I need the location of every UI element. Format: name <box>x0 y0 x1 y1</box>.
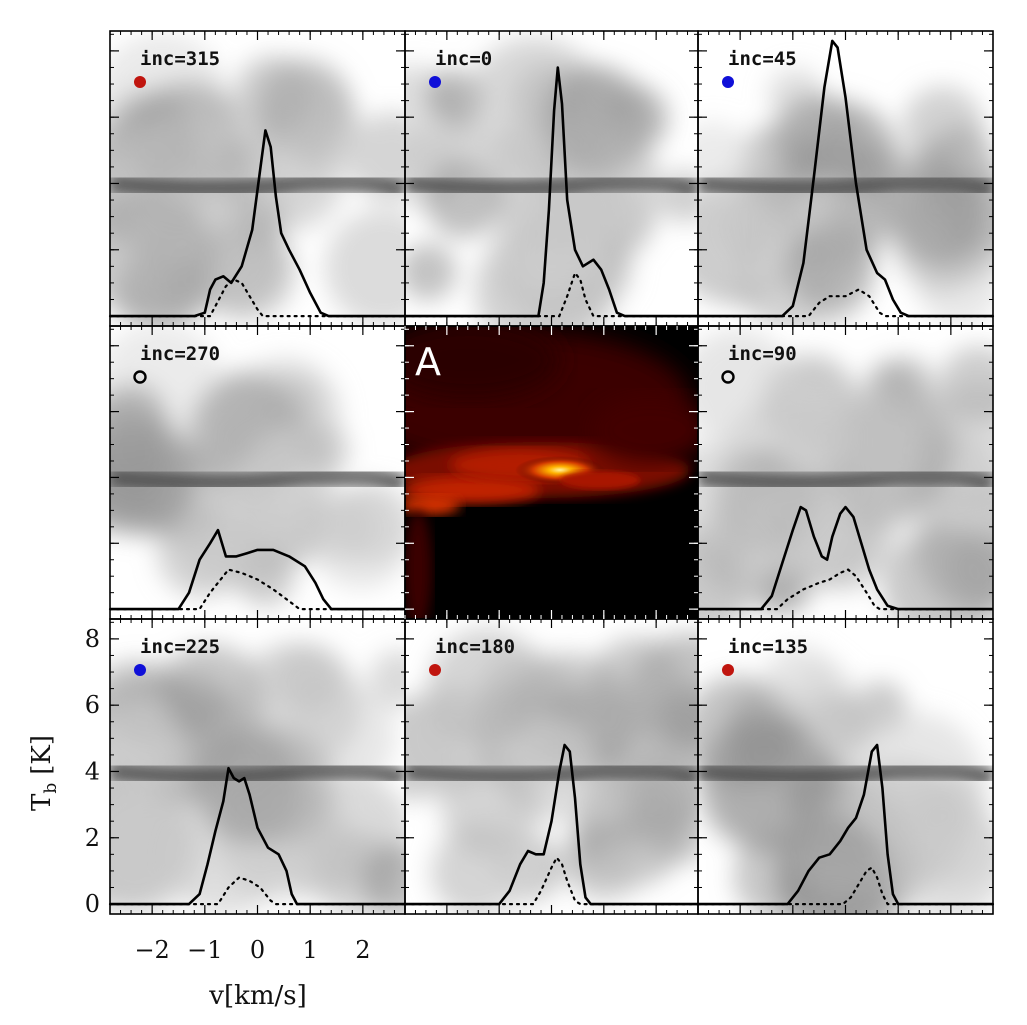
cloud-map-0-0 <box>110 31 405 326</box>
y-tick-label: 6 <box>85 691 100 719</box>
panel-inclination-label: inc=270 <box>140 343 220 365</box>
spectrum-solid-line <box>110 129 405 318</box>
panel-inclination-label: inc=90 <box>728 343 797 365</box>
spectrum-dotted-line <box>108 568 407 611</box>
spectrum-solid-line <box>405 66 698 318</box>
spectrum-solid-line <box>110 528 405 611</box>
blue-dot-marker <box>429 76 441 88</box>
x-tick-label: 2 <box>355 936 370 964</box>
y-axis-title-unit: [K] <box>27 735 57 775</box>
panel-markers <box>133 76 735 676</box>
y-tick-label: 0 <box>85 890 100 918</box>
x-tick-label: −1 <box>187 936 222 964</box>
open-circle-marker <box>721 370 735 384</box>
spectrum-solid-line <box>405 743 698 906</box>
cloud-map-0-1 <box>405 31 698 326</box>
blue-dot-marker <box>134 664 146 676</box>
y-tick-label: 8 <box>85 625 100 653</box>
panel-inclination-label: inc=225 <box>140 636 220 658</box>
y-tick-label: 2 <box>85 824 100 852</box>
spectrum-solid-line <box>698 39 993 318</box>
spectrum-dotted-line <box>696 866 995 906</box>
spectrum-solid-line <box>698 505 993 611</box>
center-heatmap-panel: A <box>405 326 698 619</box>
panel-labels: inc=315 inc=0 inc=45 inc=270 inc=90 inc=225 in… <box>140 48 808 658</box>
red-dot-marker <box>429 664 441 676</box>
y-axis-title-main: T <box>27 793 57 811</box>
blue-dot-marker <box>722 76 734 88</box>
panel-inclination-label: inc=45 <box>728 48 797 70</box>
spectrum-dotted-line <box>108 278 407 318</box>
center-panel-letter: A <box>415 340 441 384</box>
spectrum-dotted-line <box>403 855 700 906</box>
panel-inclination-label: inc=180 <box>435 636 515 658</box>
cloud-map-0-2 <box>698 31 993 326</box>
spectrum-dotted-line <box>403 270 700 318</box>
panel-inclination-label: inc=315 <box>140 48 220 70</box>
spectra-lines <box>108 39 995 906</box>
red-dot-marker <box>722 664 734 676</box>
x-axis-title: v[km/s] <box>208 981 307 1011</box>
y-tick-label: 4 <box>85 757 100 785</box>
x-tick-label: 1 <box>303 936 318 964</box>
svg-text:Tb[K]: Tb [K] <box>27 735 61 811</box>
open-circle-marker <box>133 370 147 384</box>
cloud-map-2-2 <box>698 619 993 914</box>
cloud-map-2-0 <box>110 619 405 914</box>
panel-inclination-label: inc=0 <box>435 48 492 70</box>
cloud-map-1-0 <box>110 326 405 619</box>
cloud-map-1-2 <box>698 326 993 619</box>
red-dot-marker <box>134 76 146 88</box>
y-axis-title: Tb [K] <box>27 735 61 811</box>
panel-inclination-label: inc=135 <box>728 636 808 658</box>
x-tick-label: −2 <box>134 936 169 964</box>
spectrum-dotted-line <box>696 288 995 318</box>
spectrum-dotted-line <box>696 568 995 611</box>
spectrum-dotted-line <box>108 876 407 906</box>
spectrum-solid-line <box>110 766 405 906</box>
y-axis-title-sub: b <box>41 783 61 794</box>
axis-ticks: 0 2 4 6 8 −2 −1 0 1 2 <box>85 31 993 964</box>
cloud-map-backgrounds <box>110 31 993 914</box>
cloud-map-2-1 <box>405 619 698 914</box>
x-tick-label: 0 <box>250 936 265 964</box>
spectrum-solid-line <box>698 743 993 906</box>
